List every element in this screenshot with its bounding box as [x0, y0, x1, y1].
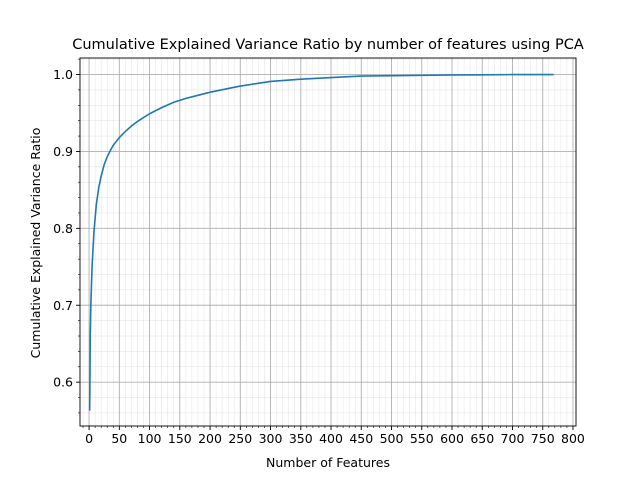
x-tick-label: 400 — [319, 431, 343, 446]
x-tick-label: 800 — [561, 431, 585, 446]
x-tick-label: 150 — [168, 431, 192, 446]
x-tick-label: 350 — [289, 431, 313, 446]
x-tick-label: 100 — [138, 431, 162, 446]
x-tick-label: 500 — [380, 431, 404, 446]
plot-frame — [79, 57, 577, 427]
x-tick-label: 300 — [259, 431, 283, 446]
chart-title: Cumulative Explained Variance Ratio by n… — [72, 37, 584, 53]
x-axis-label: Number of Features — [266, 455, 390, 470]
axis-ticks: 0 50 100 150 200 250 300 350 400 450 500 550 600 650 7… — [53, 58, 585, 446]
x-tick-label: 550 — [410, 431, 434, 446]
x-tick-label: 700 — [501, 431, 525, 446]
minor-grid — [80, 58, 576, 426]
x-tick-label: 200 — [198, 431, 222, 446]
x-tick-label: 250 — [228, 431, 252, 446]
series-layer — [88, 73, 554, 411]
x-tick-label: 50 — [111, 431, 127, 446]
series-line — [88, 73, 554, 411]
y-tick-label: 0.9 — [53, 144, 73, 159]
x-tick-label: 600 — [440, 431, 464, 446]
x-tick-label: 650 — [470, 431, 494, 446]
y-axis-label: Cumulative Explained Variance Ratio — [28, 128, 43, 359]
x-tick-label: 450 — [349, 431, 373, 446]
y-tick-label: 0.7 — [53, 298, 73, 313]
x-tick-label: 0 — [85, 431, 93, 446]
y-tick-label: 0.6 — [53, 375, 73, 390]
y-tick-label: 0.8 — [53, 221, 73, 236]
x-tick-label: 750 — [531, 431, 555, 446]
y-tick-label: 1.0 — [53, 67, 73, 82]
major-grid — [80, 58, 576, 426]
